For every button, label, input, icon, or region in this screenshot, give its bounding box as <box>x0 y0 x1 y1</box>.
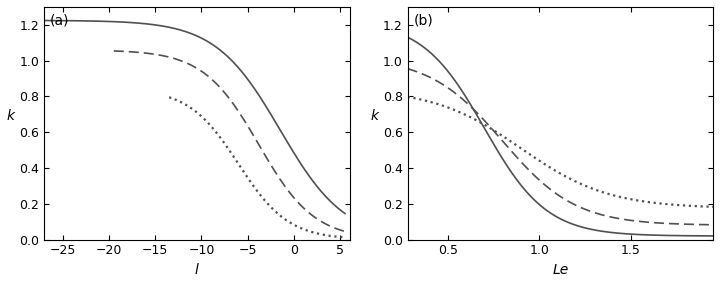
Y-axis label: k: k <box>370 109 379 123</box>
X-axis label: Le: Le <box>552 263 569 277</box>
X-axis label: l: l <box>195 263 199 277</box>
Y-axis label: k: k <box>7 109 15 123</box>
Text: (b): (b) <box>414 14 433 28</box>
Text: (a): (a) <box>50 14 70 28</box>
